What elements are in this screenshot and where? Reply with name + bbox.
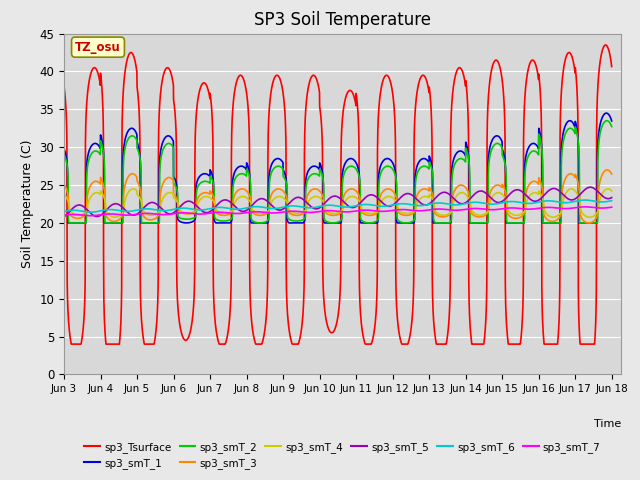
Text: TZ_osu: TZ_osu — [75, 41, 121, 54]
sp3_smT_6 — [392, 202, 399, 207]
sp3_smT_2 — [178, 216, 186, 221]
sp3_smT_3 — [177, 210, 185, 216]
Line: sp3_Tsurface: sp3_Tsurface — [64, 45, 612, 344]
sp3_smT_7 — [608, 204, 616, 210]
sp3_smT_6 — [401, 201, 409, 207]
sp3_smT_1 — [607, 118, 615, 123]
sp3_smT_6 — [608, 198, 616, 204]
sp3_Tsurface — [60, 84, 68, 89]
sp3_smT_6 — [213, 204, 221, 210]
sp3_smT_6 — [60, 209, 68, 215]
sp3_Tsurface — [213, 333, 221, 339]
sp3_smT_5 — [586, 184, 594, 190]
sp3_Tsurface — [556, 287, 564, 293]
Line: sp3_smT_5: sp3_smT_5 — [64, 187, 612, 216]
sp3_smT_2 — [60, 152, 68, 158]
Y-axis label: Soil Temperature (C): Soil Temperature (C) — [21, 140, 34, 268]
sp3_smT_6 — [556, 199, 564, 205]
sp3_smT_4 — [401, 210, 408, 216]
sp3_smT_3 — [401, 212, 408, 218]
sp3_smT_2 — [603, 118, 611, 123]
sp3_smT_4 — [608, 188, 616, 194]
sp3_smT_3 — [213, 210, 221, 216]
sp3_smT_5 — [177, 203, 185, 208]
sp3_smT_5 — [60, 214, 68, 219]
sp3_smT_2 — [556, 220, 564, 226]
Title: SP3 Soil Temperature: SP3 Soil Temperature — [254, 11, 431, 29]
Line: sp3_smT_6: sp3_smT_6 — [64, 200, 612, 212]
sp3_smT_7 — [607, 204, 615, 210]
sp3_smT_3 — [60, 181, 68, 187]
Line: sp3_smT_2: sp3_smT_2 — [64, 120, 612, 223]
sp3_smT_4 — [604, 186, 612, 192]
sp3_smT_4 — [213, 208, 221, 214]
sp3_Tsurface — [608, 64, 616, 70]
sp3_smT_1 — [602, 110, 610, 116]
sp3_smT_1 — [401, 220, 409, 226]
sp3_smT_1 — [213, 220, 221, 226]
sp3_smT_3 — [556, 214, 563, 220]
sp3_smT_1 — [60, 146, 68, 152]
sp3_smT_2 — [392, 172, 399, 178]
sp3_Tsurface — [178, 330, 186, 336]
sp3_smT_4 — [177, 208, 185, 214]
sp3_smT_4 — [607, 188, 615, 193]
sp3_Tsurface — [392, 131, 399, 136]
sp3_smT_7 — [213, 209, 221, 215]
sp3_smT_5 — [213, 202, 221, 208]
sp3_smT_3 — [585, 220, 593, 226]
sp3_smT_4 — [60, 192, 68, 197]
sp3_smT_1 — [608, 118, 616, 124]
sp3_smT_5 — [607, 195, 615, 201]
sp3_smT_3 — [391, 192, 399, 197]
sp3_smT_7 — [178, 210, 186, 216]
Line: sp3_smT_4: sp3_smT_4 — [64, 189, 612, 217]
sp3_smT_7 — [556, 205, 564, 211]
sp3_smT_3 — [604, 167, 611, 173]
sp3_smT_7 — [60, 213, 68, 218]
sp3_smT_6 — [581, 197, 589, 203]
Text: Time: Time — [593, 419, 621, 429]
sp3_smT_7 — [401, 207, 409, 213]
sp3_Tsurface — [401, 341, 409, 347]
sp3_smT_3 — [607, 171, 615, 177]
sp3_smT_5 — [608, 195, 616, 201]
Legend: sp3_Tsurface, sp3_smT_1, sp3_smT_2, sp3_smT_3, sp3_smT_4, sp3_smT_5, sp3_smT_6, : sp3_Tsurface, sp3_smT_1, sp3_smT_2, sp3_… — [80, 438, 605, 473]
sp3_smT_5 — [556, 188, 563, 194]
Line: sp3_smT_3: sp3_smT_3 — [64, 170, 612, 223]
Line: sp3_smT_1: sp3_smT_1 — [64, 113, 612, 223]
sp3_smT_7 — [392, 207, 399, 213]
Line: sp3_smT_7: sp3_smT_7 — [64, 207, 612, 216]
sp3_smT_7 — [87, 213, 95, 218]
sp3_smT_4 — [391, 197, 399, 203]
sp3_smT_2 — [608, 124, 616, 130]
sp3_smT_1 — [64, 220, 72, 226]
sp3_smT_5 — [391, 200, 399, 206]
sp3_smT_4 — [586, 215, 593, 220]
sp3_smT_2 — [401, 220, 409, 226]
sp3_smT_2 — [65, 220, 73, 226]
sp3_smT_6 — [87, 209, 95, 215]
sp3_smT_4 — [556, 211, 563, 217]
sp3_smT_2 — [607, 123, 615, 129]
sp3_smT_5 — [401, 192, 408, 197]
sp3_smT_3 — [608, 171, 616, 177]
sp3_smT_6 — [178, 205, 186, 211]
sp3_smT_1 — [556, 220, 564, 226]
sp3_smT_2 — [213, 217, 221, 223]
sp3_smT_1 — [178, 219, 186, 225]
sp3_smT_7 — [581, 204, 589, 210]
sp3_smT_6 — [607, 198, 615, 204]
sp3_Tsurface — [67, 341, 75, 347]
sp3_Tsurface — [607, 62, 615, 68]
sp3_smT_1 — [392, 168, 399, 174]
sp3_Tsurface — [602, 42, 609, 48]
